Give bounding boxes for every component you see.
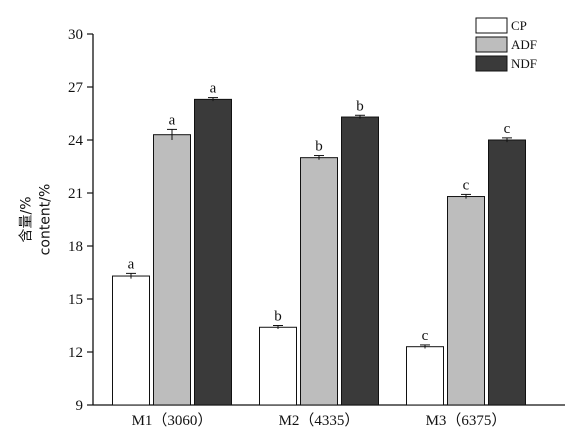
- y-tick-label: 24: [68, 133, 84, 149]
- significance-letter: b: [274, 309, 282, 325]
- y-tick-label: 15: [68, 292, 83, 308]
- legend-swatch: [475, 17, 508, 34]
- legend: CP ADF NDF: [475, 17, 537, 72]
- y-tick-label: 21: [68, 186, 83, 202]
- y-axis-ticks: 9 12 15 18 21 24 27 30: [68, 27, 93, 414]
- y-tick-label: 9: [76, 398, 84, 414]
- significance-letter: c: [422, 328, 429, 344]
- y-axis-title: 含量/% content/%: [19, 184, 54, 256]
- legend-label: CP: [511, 18, 527, 33]
- x-axis-labels: M1（3060） M2（4335） M3（6375）: [132, 412, 507, 429]
- significance-letter: a: [210, 81, 217, 97]
- bar: [112, 275, 150, 406]
- legend-label: ADF: [511, 37, 537, 52]
- x-category-label: M2（4335）: [279, 412, 360, 429]
- legend-label: NDF: [511, 56, 537, 71]
- legend-swatch: [475, 55, 508, 72]
- bar: [153, 134, 191, 406]
- significance-letter: a: [169, 112, 176, 128]
- bar: [194, 98, 232, 406]
- bar: [300, 157, 338, 406]
- significance-letter: a: [128, 256, 135, 272]
- significance-letter: c: [463, 177, 470, 193]
- y-tick-label: 27: [68, 80, 84, 96]
- bar: [341, 116, 379, 406]
- plot-area: a a a b b b c c c: [92, 34, 565, 406]
- x-category-label: M3（6375）: [426, 412, 507, 429]
- legend-swatch: [475, 36, 508, 53]
- significance-letter: b: [356, 98, 364, 114]
- x-category-label: M1（3060）: [132, 412, 213, 429]
- y-axis-title-line: 含量/%: [19, 196, 35, 242]
- bar: [406, 346, 444, 406]
- y-tick-label: 18: [68, 239, 83, 255]
- significance-letter: b: [315, 139, 323, 155]
- bar: [447, 196, 485, 406]
- significance-letter: c: [504, 121, 511, 137]
- bar: [259, 326, 297, 406]
- y-tick-label: 30: [68, 27, 83, 43]
- y-tick-label: 12: [68, 345, 83, 361]
- bar: [488, 139, 526, 406]
- y-axis-title-line: content/%: [38, 184, 54, 256]
